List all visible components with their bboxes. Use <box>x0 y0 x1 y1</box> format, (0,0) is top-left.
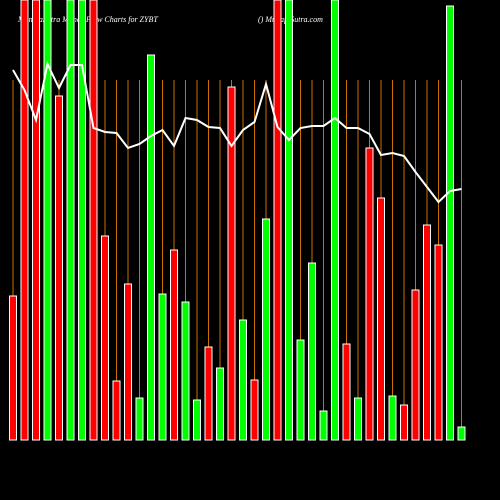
bar <box>147 54 155 441</box>
bar <box>158 293 167 441</box>
bar <box>262 218 270 441</box>
bar <box>285 0 293 441</box>
bar <box>342 343 351 441</box>
bar <box>319 410 328 441</box>
bar <box>181 301 190 441</box>
bar <box>227 86 236 441</box>
bar <box>124 283 132 441</box>
bar <box>400 404 408 441</box>
bar <box>204 346 213 441</box>
bar <box>354 397 362 441</box>
bar <box>43 0 52 441</box>
bar <box>170 249 178 441</box>
bar <box>308 262 316 441</box>
bar <box>101 235 109 441</box>
bar <box>216 367 224 441</box>
bar <box>331 0 339 441</box>
flow-line <box>12 60 462 204</box>
bar <box>273 0 282 441</box>
bar <box>457 426 466 441</box>
bar <box>250 379 259 441</box>
bar <box>377 197 385 441</box>
bar <box>296 339 305 441</box>
bar <box>20 0 29 441</box>
bar <box>112 380 121 441</box>
bar <box>446 5 454 441</box>
bar <box>135 397 144 441</box>
chart-title: MunafaSutra Money Flow Charts for ZYBT <box>17 15 158 24</box>
bar <box>78 0 86 441</box>
bar <box>423 224 431 441</box>
bar <box>388 395 397 441</box>
bar <box>365 147 374 441</box>
bar <box>434 244 443 441</box>
bar <box>9 295 17 441</box>
bar <box>239 319 247 441</box>
bar <box>55 95 63 441</box>
bar <box>411 289 420 441</box>
bar <box>89 0 98 441</box>
bar <box>193 399 201 441</box>
bar <box>32 0 40 441</box>
bar <box>66 0 75 441</box>
